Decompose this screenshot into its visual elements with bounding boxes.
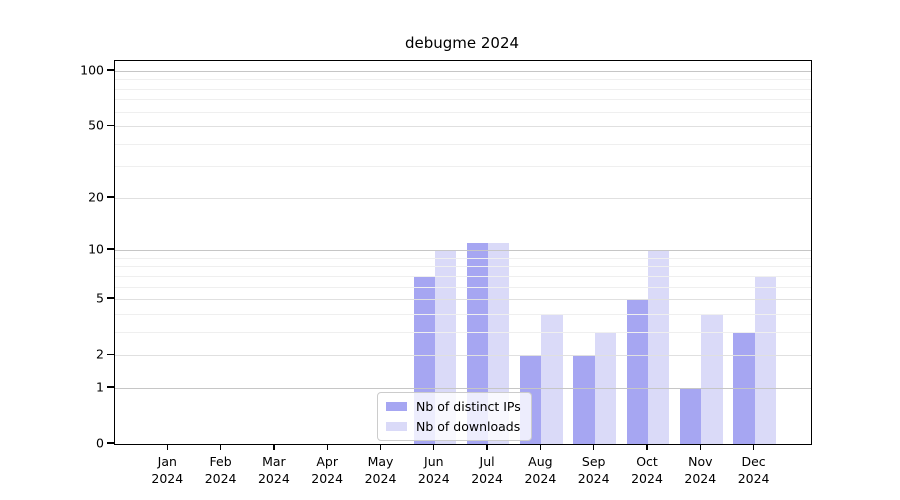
- x-tick-label-feb: Feb 2024: [204, 454, 237, 486]
- bar-downloads-sep: [594, 331, 616, 444]
- x-tick-label-dec: Dec 2024: [737, 454, 770, 486]
- bar-distinct-ips-nov: [680, 387, 702, 444]
- y-tick-label-20: 20: [88, 189, 104, 205]
- x-tick-mark-may: [379, 444, 382, 450]
- y-tick-label-100: 100: [80, 62, 104, 78]
- y-tick-mark-2: [107, 353, 114, 355]
- x-tick-mark-feb: [219, 444, 222, 450]
- y-tick-label-1: 1: [96, 379, 104, 395]
- x-tick-label-mar: Mar 2024: [257, 454, 290, 486]
- chart-title: debugme 2024: [404, 34, 520, 52]
- x-tick-label-may: May 2024: [364, 454, 397, 486]
- y-tick-mark-5: [107, 297, 114, 299]
- x-tick-label-apr: Apr 2024: [311, 454, 344, 486]
- legend-swatch-downloads: [386, 422, 407, 431]
- x-tick-mark-aug: [539, 444, 542, 450]
- x-tick-label-jan: Jan 2024: [151, 454, 184, 486]
- x-tick-mark-mar: [273, 444, 275, 450]
- bar-distinct-ips-sep: [573, 355, 595, 444]
- legend-label: Nb of downloads: [416, 419, 521, 434]
- x-tick-mark-apr: [326, 444, 328, 450]
- x-tick-mark-jan: [166, 444, 168, 450]
- y-tick-mark-50: [107, 124, 114, 126]
- legend: Nb of distinct IPs Nb of downloads: [377, 392, 532, 441]
- x-tick-label-oct: Oct 2024: [631, 454, 663, 486]
- y-tick-mark-0: [107, 442, 114, 444]
- plot-area: Nb of distinct IPs Nb of downloads: [114, 60, 812, 445]
- legend-entry-downloads: Nb of downloads: [386, 419, 521, 434]
- y-tick-label-10: 10: [88, 241, 104, 257]
- x-tick-label-jul: Jul 2024: [471, 454, 503, 486]
- bars-layer: [115, 61, 811, 444]
- y-tick-mark-10: [107, 248, 114, 250]
- bar-downloads-dec: [754, 275, 776, 444]
- bar-distinct-ips-oct: [626, 299, 648, 444]
- x-tick-mark-jul: [486, 444, 488, 450]
- bar-distinct-ips-dec: [733, 331, 755, 444]
- x-tick-mark-dec: [752, 444, 755, 450]
- x-tick-label-jun: Jun 2024: [417, 454, 450, 486]
- bar-downloads-nov: [701, 313, 723, 444]
- y-tick-mark-100: [107, 69, 114, 71]
- y-tick-mark-1: [107, 386, 114, 388]
- legend-swatch-distinct-ips: [386, 402, 407, 411]
- y-tick-label-50: 50: [88, 117, 104, 133]
- x-tick-label-sep: Sep 2024: [577, 454, 610, 486]
- y-tick-label-2: 2: [96, 346, 104, 362]
- legend-entry-distinct-ips: Nb of distinct IPs: [386, 399, 521, 414]
- bar-downloads-aug: [541, 313, 563, 444]
- bar-downloads-oct: [648, 250, 670, 444]
- x-tick-mark-nov: [699, 444, 701, 450]
- y-tick-label-0: 0: [96, 435, 104, 451]
- x-tick-mark-jun: [433, 444, 435, 450]
- x-tick-label-aug: Aug 2024: [524, 454, 557, 486]
- x-tick-mark-sep: [593, 444, 595, 450]
- x-tick-label-nov: Nov 2024: [684, 454, 717, 486]
- x-tick-mark-oct: [646, 444, 648, 450]
- y-tick-label-5: 5: [96, 290, 104, 306]
- y-tick-mark-20: [107, 196, 114, 198]
- legend-label: Nb of distinct IPs: [416, 399, 521, 414]
